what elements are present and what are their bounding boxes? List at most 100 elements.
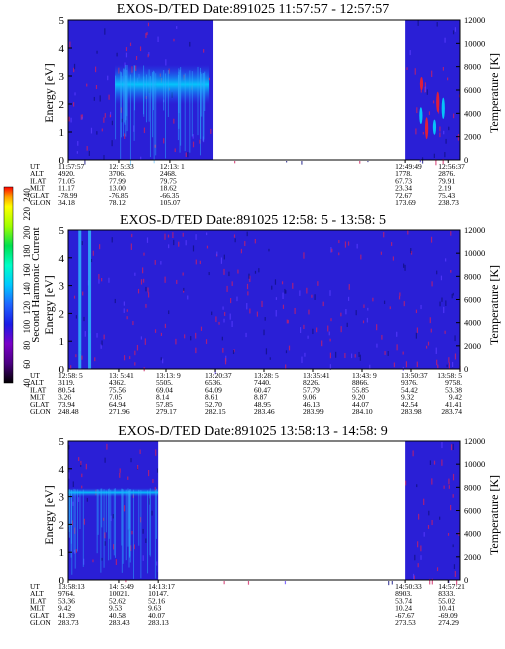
noise-speckle xyxy=(142,528,144,534)
table-row-label: UT xyxy=(30,371,40,380)
table-cell: 67.73 xyxy=(395,176,412,185)
noise-speckle xyxy=(445,300,447,306)
table-cell: 271.96 xyxy=(109,407,130,416)
y2-tick-label: 6000 xyxy=(464,85,481,95)
emission-streak xyxy=(202,72,204,142)
table-cell: 14:13:17 xyxy=(148,582,175,591)
table-cell: 9758. xyxy=(445,378,462,387)
noise-speckle xyxy=(314,294,316,300)
table-cell: 283.46 xyxy=(254,407,275,416)
noise-speckle xyxy=(312,328,314,335)
noise-speckle xyxy=(443,130,445,135)
noise-speckle xyxy=(132,321,134,326)
noise-speckle xyxy=(224,311,226,316)
noise-speckle xyxy=(435,347,437,354)
noise-speckle xyxy=(151,510,153,516)
noise-speckle xyxy=(77,141,79,146)
table-cell: 283.73 xyxy=(58,618,79,627)
noise-speckle xyxy=(92,559,94,563)
emission-streak xyxy=(120,72,122,138)
table-cell: 44.07 xyxy=(352,400,369,409)
noise-speckle xyxy=(136,344,139,351)
noise-speckle xyxy=(134,350,136,356)
noise-speckle xyxy=(73,63,76,70)
emission-streak xyxy=(203,73,205,140)
table-row-label: GLAT xyxy=(30,611,50,620)
noise-speckle xyxy=(405,480,407,486)
noise-speckle xyxy=(104,457,106,463)
noise-speckle xyxy=(384,351,386,355)
noise-speckle xyxy=(452,494,454,498)
table-cell: 282.15 xyxy=(205,407,226,416)
noise-speckle xyxy=(347,296,350,301)
noise-speckle xyxy=(281,281,284,285)
noise-speckle xyxy=(338,252,340,256)
table-cell: 40.07 xyxy=(148,611,165,620)
table-cell: 64.94 xyxy=(109,400,126,409)
y2-tick-label: 12000 xyxy=(464,436,485,446)
colorbar-tick-label: 140 xyxy=(22,282,32,296)
noise-speckle xyxy=(261,300,263,308)
panel-2-y2label: Temperature [K] xyxy=(487,265,501,345)
noise-speckle xyxy=(119,472,121,478)
noise-speckle xyxy=(216,251,218,257)
noise-speckle xyxy=(246,303,248,310)
noise-speckle xyxy=(92,250,94,256)
y2-tick-label: 4000 xyxy=(464,529,481,539)
noise-speckle xyxy=(144,338,146,345)
noise-speckle xyxy=(130,458,132,463)
noise-speckle xyxy=(111,120,113,126)
noise-speckle xyxy=(74,92,76,96)
noise-speckle xyxy=(137,465,139,470)
noise-speckle xyxy=(143,278,145,283)
noise-speckle xyxy=(451,444,453,451)
noise-speckle xyxy=(73,67,75,73)
table-cell: 2876. xyxy=(438,169,455,178)
noise-speckle xyxy=(85,463,87,470)
noise-speckle xyxy=(346,322,348,327)
noise-speckle xyxy=(405,361,408,368)
y2-tick-label: 8000 xyxy=(464,62,481,72)
emission-streak xyxy=(128,490,130,568)
noise-speckle xyxy=(189,41,191,47)
noise-speckle xyxy=(154,329,157,333)
table-row-label: GLON xyxy=(30,618,51,627)
noise-speckle xyxy=(101,340,103,346)
table-cell: 7.05 xyxy=(109,393,122,402)
emission-streak xyxy=(147,490,149,574)
noise-speckle xyxy=(195,347,197,354)
y-tick-label: 3 xyxy=(59,71,65,83)
table-cell: 10.24 xyxy=(395,604,412,613)
noise-speckle xyxy=(299,290,301,296)
noise-speckle xyxy=(356,243,358,249)
noise-speckle xyxy=(145,286,147,292)
table-cell: 9.32 xyxy=(401,393,414,402)
colorbar-tick-label: 200 xyxy=(22,225,32,239)
noise-speckle xyxy=(428,111,431,115)
noise-speckle xyxy=(444,37,446,43)
table-cell: 23.34 xyxy=(395,184,412,193)
noise-speckle xyxy=(420,555,422,560)
noise-speckle xyxy=(417,541,419,548)
noise-speckle xyxy=(147,469,150,477)
noise-speckle xyxy=(111,237,113,243)
panel-2-ylabel: Energy [eV] xyxy=(42,275,56,334)
table-cell: 41.41 xyxy=(445,400,462,409)
noise-speckle xyxy=(452,292,454,296)
noise-speckle xyxy=(344,241,347,248)
table-cell: 72.67 xyxy=(395,191,412,200)
spectrogram-panel-1: EXOS-D/TED Date:891025 11:57:57 - 12:57:… xyxy=(30,2,501,207)
noise-speckle xyxy=(448,485,450,489)
table-cell: 10.41 xyxy=(438,604,455,613)
noise-speckle xyxy=(413,575,416,580)
table-cell: 80.54 xyxy=(58,385,75,394)
emission-streak xyxy=(164,73,166,159)
noise-speckle xyxy=(176,26,178,29)
colorbar-tick-label: 80 xyxy=(22,340,32,350)
noise-speckle xyxy=(442,66,445,71)
emission-streak xyxy=(143,65,145,115)
noise-speckle xyxy=(103,155,105,160)
noise-speckle xyxy=(456,579,458,585)
table-cell: 10021. xyxy=(109,589,130,598)
y-tick-label: 1 xyxy=(59,336,65,348)
